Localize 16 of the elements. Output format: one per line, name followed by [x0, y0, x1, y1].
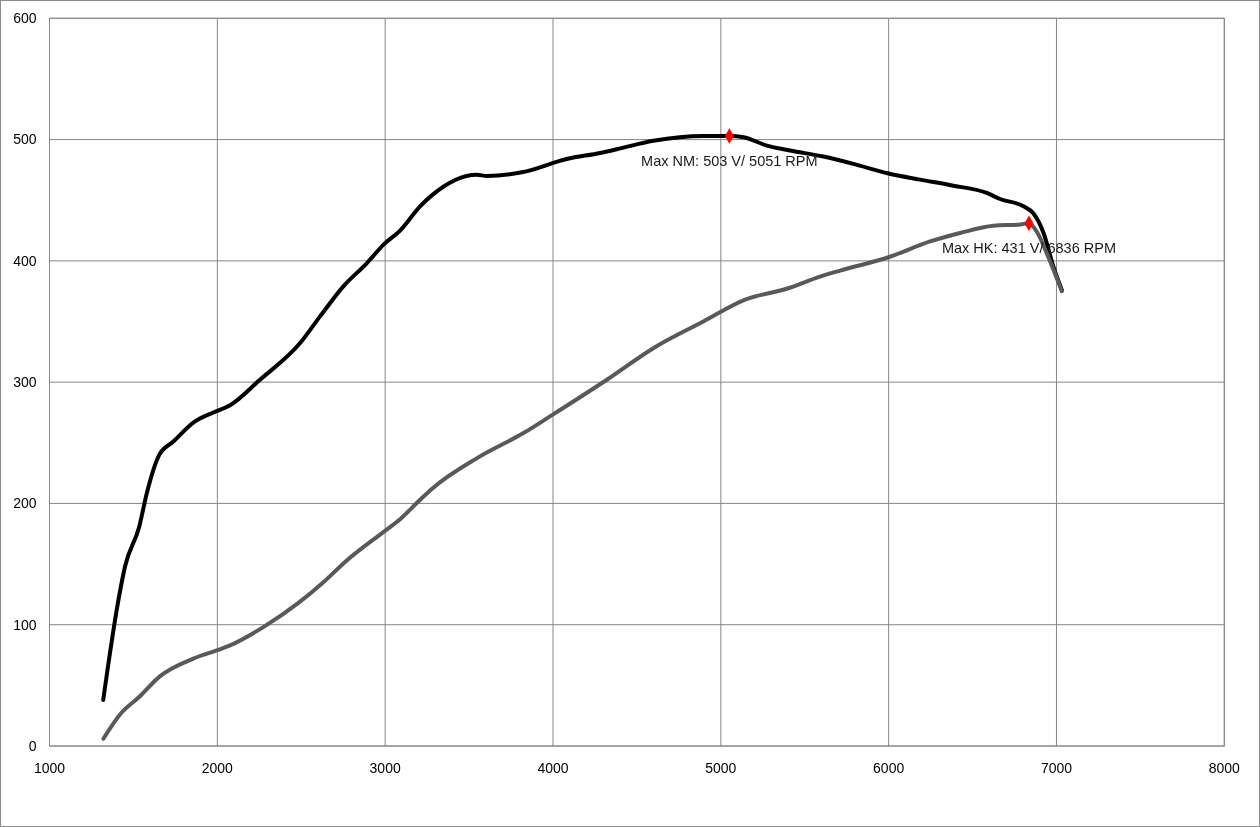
x-tick-label: 5000 — [705, 760, 737, 776]
x-tick-label: 1000 — [33, 760, 66, 776]
y-tick-label: 400 — [13, 252, 37, 269]
x-tick-label: 2000 — [201, 760, 234, 776]
x-tick-label: 7000 — [1040, 760, 1073, 776]
y-tick-label: 500 — [13, 131, 37, 148]
x-tick-label: 4000 — [537, 760, 569, 776]
y-tick-label: 600 — [13, 10, 37, 27]
x-tick-label: 6000 — [873, 760, 905, 776]
x-tick-label: 3000 — [369, 760, 401, 776]
y-tick-label: 100 — [13, 616, 37, 633]
y-tick-label: 0 — [28, 737, 37, 754]
y-tick-label: 200 — [13, 495, 37, 512]
annotation: Max NM: 503 V/ 5051 RPM — [641, 152, 818, 169]
x-tick-label: 8000 — [1208, 760, 1241, 776]
y-tick-label: 300 — [13, 374, 37, 391]
